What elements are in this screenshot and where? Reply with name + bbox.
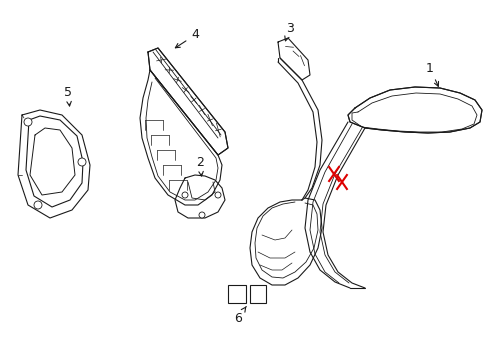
Text: 4: 4	[175, 28, 199, 48]
Circle shape	[78, 158, 86, 166]
Text: 2: 2	[196, 156, 203, 176]
Bar	[227, 285, 245, 303]
Text: 1: 1	[425, 62, 438, 86]
Polygon shape	[347, 87, 481, 133]
Text: 3: 3	[284, 22, 293, 41]
Text: 6: 6	[234, 306, 246, 324]
Text: 5: 5	[64, 85, 72, 106]
Bar	[249, 285, 265, 303]
Circle shape	[34, 201, 42, 209]
Circle shape	[215, 192, 221, 198]
Circle shape	[182, 192, 187, 198]
Circle shape	[24, 118, 32, 126]
Circle shape	[199, 212, 204, 218]
